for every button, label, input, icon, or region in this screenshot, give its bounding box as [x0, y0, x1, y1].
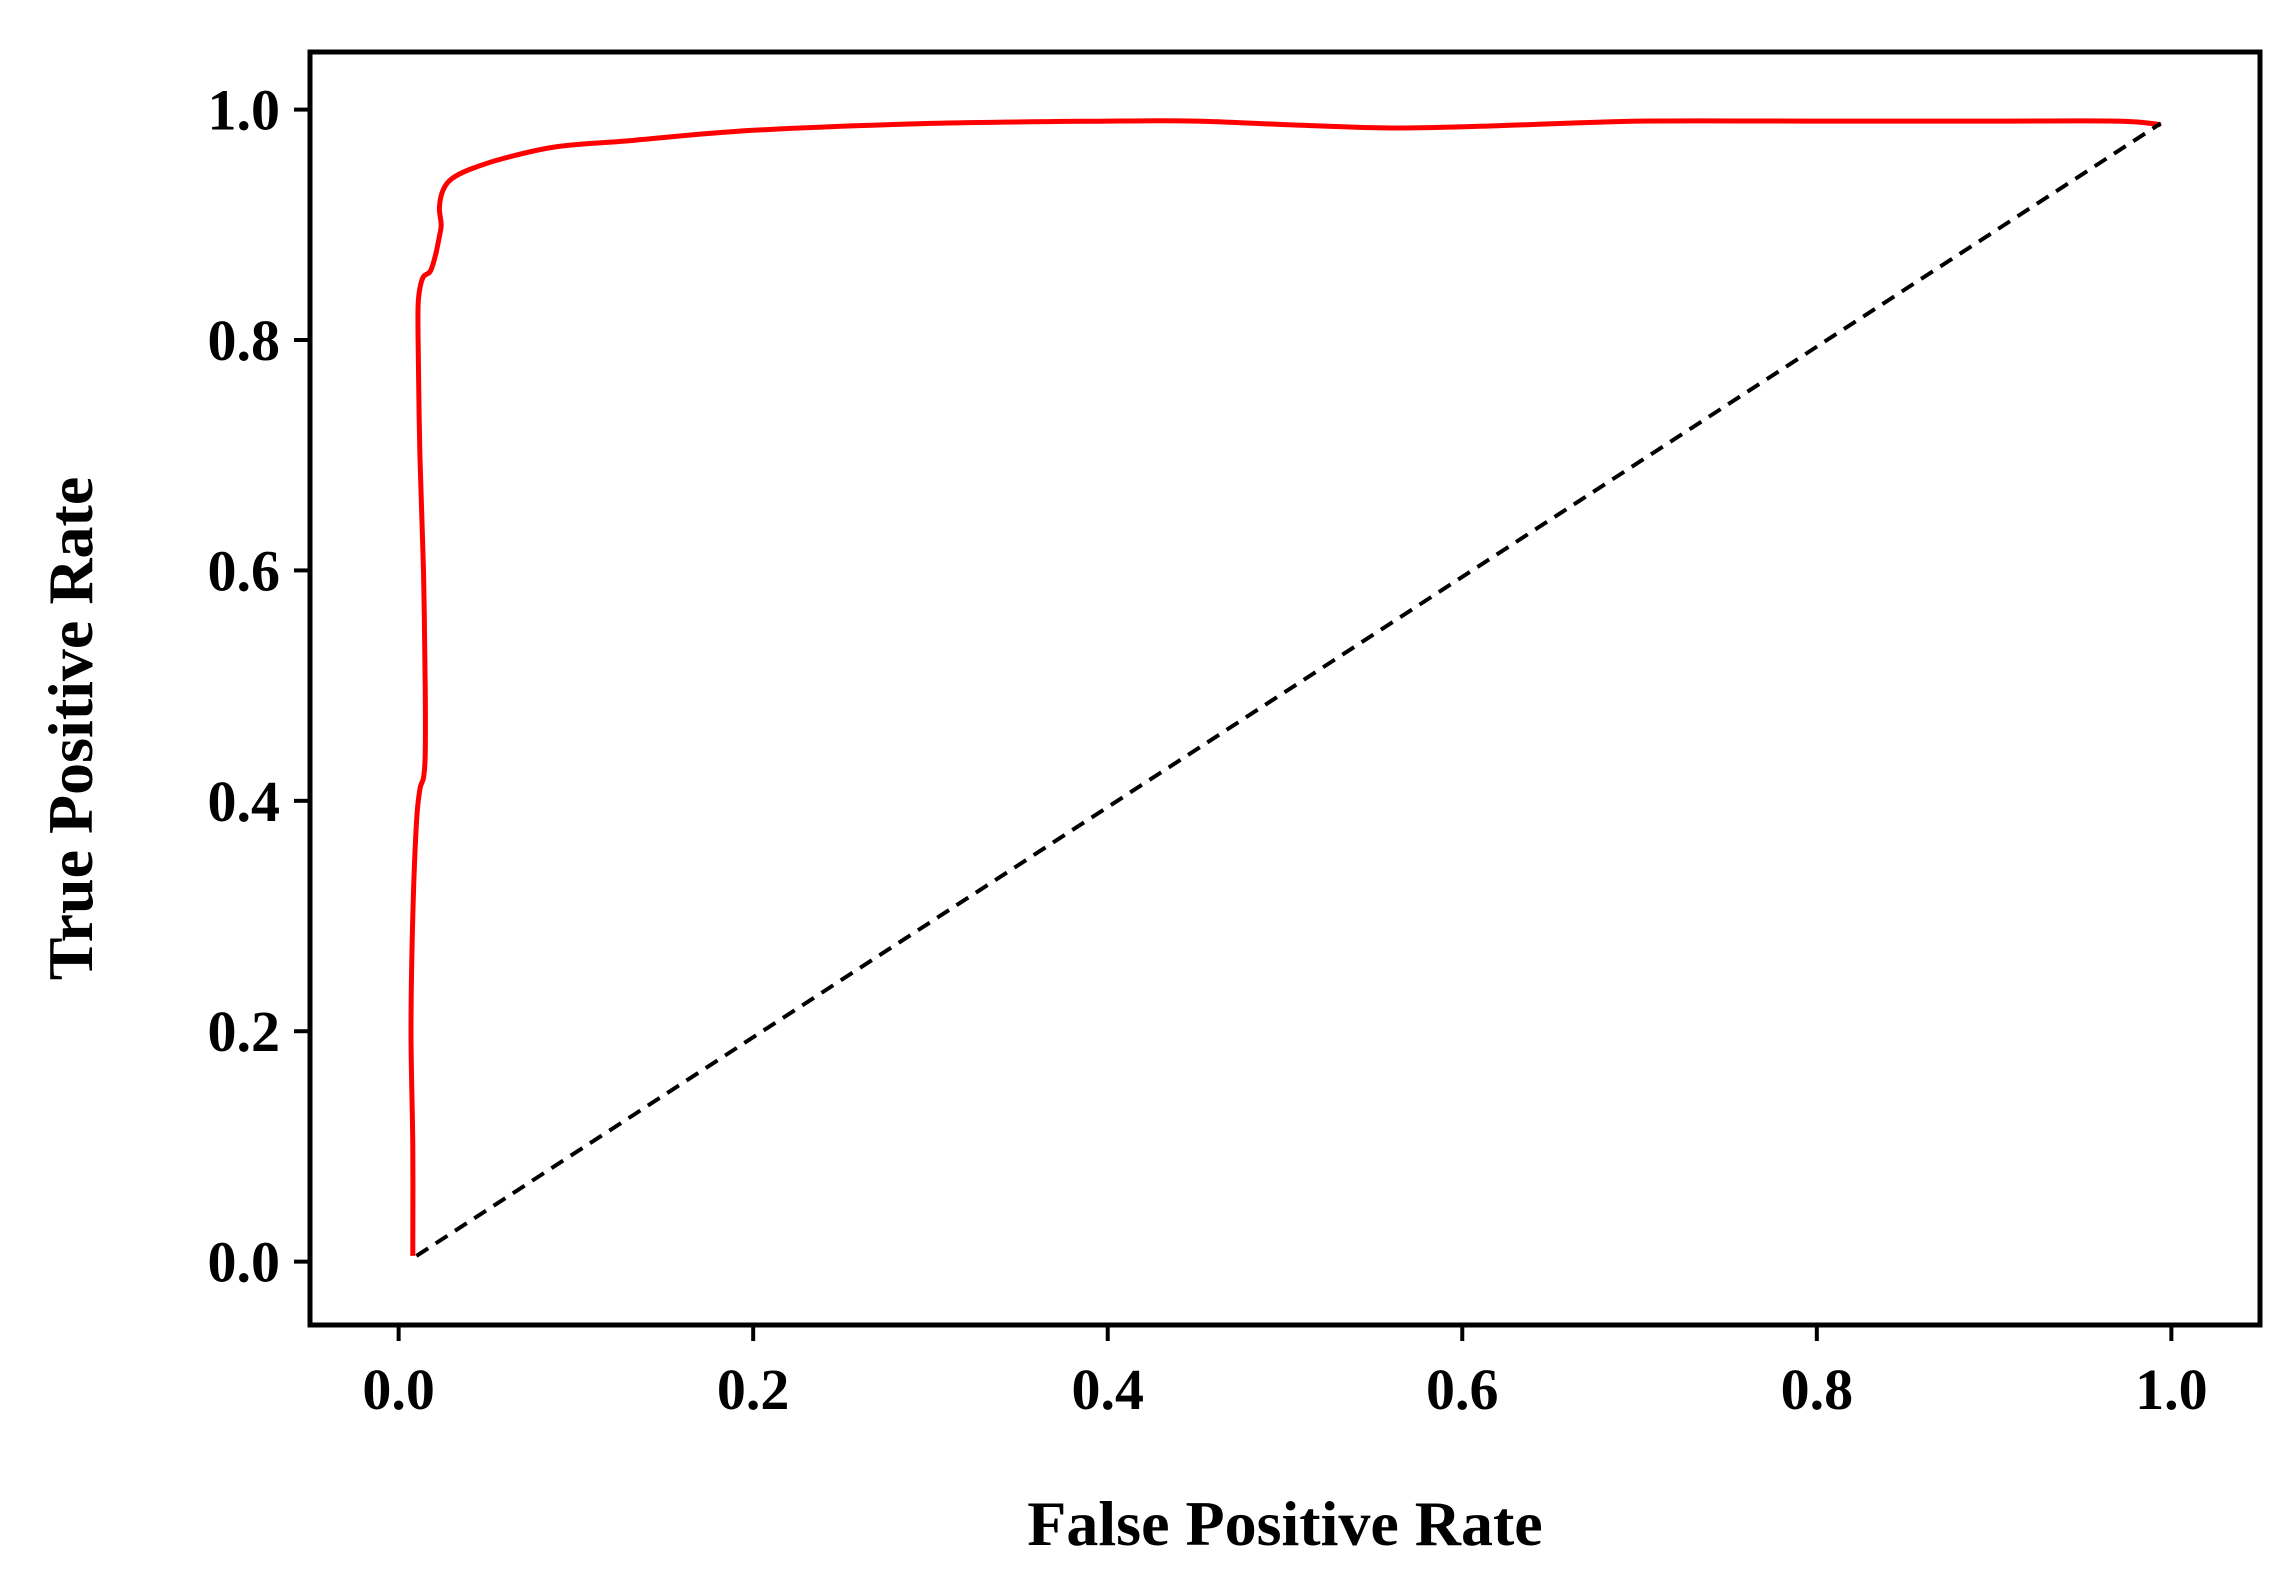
y-tick-label: 0.0: [208, 1230, 281, 1295]
series-lines: [408, 118, 2162, 1258]
axes-frame: [307, 49, 2263, 1328]
roc-curve-line: [408, 118, 2161, 1256]
x-axis-label: False Positive Rate: [1027, 1488, 1542, 1559]
x-tick-label: 0.2: [717, 1357, 790, 1422]
y-axis-label: True Positive Rate: [35, 477, 106, 981]
y-tick-label: 0.2: [208, 999, 281, 1064]
y-tick-label: 0.8: [208, 308, 281, 373]
x-tick-label: 1.0: [2135, 1357, 2208, 1422]
x-tick-label: 0.4: [1071, 1357, 1144, 1422]
chance-diagonal-line: [415, 121, 2162, 1258]
x-axis-ticks: 0.0 0.2 0.4 0.6 0.8 1.0: [362, 1325, 2208, 1422]
y-tick-label: 0.4: [208, 769, 281, 834]
x-tick-label: 0.0: [362, 1357, 435, 1422]
x-tick-label: 0.8: [1781, 1357, 1854, 1422]
y-tick-label: 0.6: [208, 538, 281, 603]
y-axis-ticks: 0.0 0.2 0.4 0.6 0.8 1.0: [208, 78, 310, 1295]
x-tick-label: 0.6: [1426, 1357, 1499, 1422]
y-tick-label: 1.0: [208, 78, 281, 143]
